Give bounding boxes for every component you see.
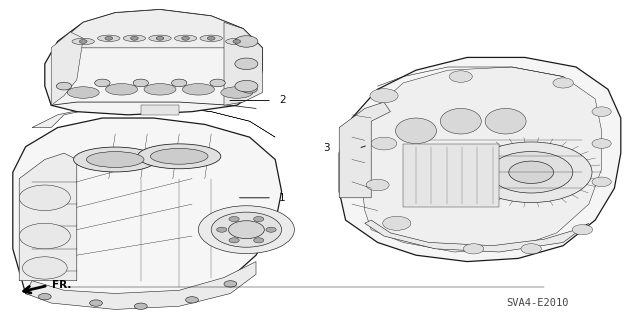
Circle shape — [235, 58, 258, 70]
Polygon shape — [26, 262, 256, 309]
Polygon shape — [339, 102, 390, 198]
Circle shape — [131, 36, 138, 40]
Circle shape — [229, 217, 239, 222]
Text: SVA4-E2010: SVA4-E2010 — [506, 298, 569, 308]
Text: 2: 2 — [280, 95, 286, 106]
Polygon shape — [365, 220, 589, 252]
Ellipse shape — [174, 35, 197, 41]
Circle shape — [182, 36, 189, 40]
Circle shape — [592, 107, 611, 116]
Ellipse shape — [86, 152, 144, 167]
Circle shape — [521, 244, 541, 254]
Text: 1: 1 — [278, 193, 285, 203]
Circle shape — [592, 139, 611, 148]
Ellipse shape — [123, 35, 146, 41]
Ellipse shape — [221, 87, 253, 98]
Circle shape — [19, 185, 70, 211]
Ellipse shape — [200, 35, 223, 41]
Circle shape — [95, 79, 110, 87]
Circle shape — [449, 71, 472, 82]
Circle shape — [470, 142, 592, 203]
Circle shape — [253, 238, 264, 243]
Circle shape — [371, 137, 397, 150]
Circle shape — [370, 89, 398, 103]
Text: FR.: FR. — [52, 280, 72, 290]
Circle shape — [553, 78, 573, 88]
Circle shape — [134, 303, 147, 309]
Polygon shape — [339, 57, 621, 262]
Polygon shape — [358, 67, 602, 252]
Circle shape — [38, 293, 51, 300]
Circle shape — [383, 216, 411, 230]
Polygon shape — [403, 144, 499, 207]
Ellipse shape — [72, 38, 95, 45]
Polygon shape — [64, 10, 256, 48]
Polygon shape — [51, 32, 83, 105]
Circle shape — [216, 227, 227, 232]
Polygon shape — [141, 105, 179, 115]
Circle shape — [242, 85, 257, 93]
Circle shape — [490, 152, 573, 193]
Ellipse shape — [226, 38, 248, 45]
Circle shape — [266, 227, 276, 232]
Ellipse shape — [144, 84, 176, 95]
Ellipse shape — [396, 118, 436, 144]
Circle shape — [210, 79, 225, 87]
Ellipse shape — [485, 108, 526, 134]
Circle shape — [90, 300, 102, 306]
Circle shape — [235, 36, 258, 47]
Circle shape — [235, 80, 258, 92]
Circle shape — [229, 238, 239, 243]
Circle shape — [198, 206, 294, 254]
Ellipse shape — [149, 35, 172, 41]
Circle shape — [463, 244, 484, 254]
Circle shape — [19, 223, 70, 249]
Circle shape — [105, 36, 113, 40]
Ellipse shape — [150, 148, 208, 164]
Polygon shape — [13, 118, 282, 306]
Ellipse shape — [74, 147, 157, 172]
Circle shape — [224, 281, 237, 287]
Circle shape — [156, 36, 164, 40]
Circle shape — [56, 82, 72, 90]
Circle shape — [133, 79, 148, 87]
Circle shape — [366, 179, 389, 191]
Circle shape — [572, 225, 593, 235]
Circle shape — [79, 40, 87, 43]
Circle shape — [207, 36, 215, 40]
Circle shape — [253, 217, 264, 222]
Circle shape — [186, 297, 198, 303]
Text: 3: 3 — [323, 143, 330, 153]
Ellipse shape — [138, 144, 221, 169]
Ellipse shape — [98, 35, 120, 41]
Circle shape — [509, 161, 554, 183]
Circle shape — [228, 221, 264, 239]
Circle shape — [211, 212, 282, 247]
Ellipse shape — [106, 84, 138, 95]
Ellipse shape — [440, 108, 481, 134]
Polygon shape — [32, 105, 275, 137]
Ellipse shape — [182, 84, 214, 95]
Circle shape — [233, 40, 241, 43]
Polygon shape — [224, 22, 262, 105]
Ellipse shape — [67, 87, 99, 98]
Circle shape — [22, 257, 67, 279]
Polygon shape — [45, 10, 262, 115]
Polygon shape — [19, 153, 77, 281]
Circle shape — [172, 79, 187, 87]
Circle shape — [592, 177, 611, 187]
